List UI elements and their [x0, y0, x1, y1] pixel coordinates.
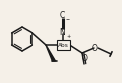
Text: O: O — [82, 54, 88, 63]
Text: C: C — [59, 11, 65, 20]
Polygon shape — [46, 45, 56, 61]
FancyBboxPatch shape — [56, 40, 70, 50]
Text: +: + — [66, 34, 70, 39]
Text: O: O — [92, 43, 98, 53]
Text: N: N — [59, 27, 65, 37]
Text: −: − — [66, 17, 70, 22]
Text: Abs: Abs — [58, 42, 68, 47]
